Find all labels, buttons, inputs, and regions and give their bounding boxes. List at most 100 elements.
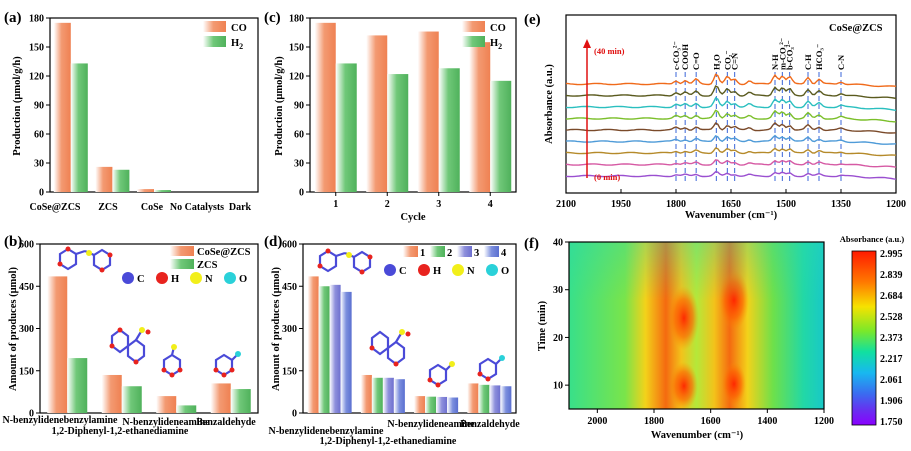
chart-e-title: CoSe@ZCS xyxy=(829,23,883,34)
chart-a-yaxis: 0 30 60 90 120 150 180 xyxy=(29,14,50,199)
molecule-d-1-icon xyxy=(317,248,373,275)
peak-label: m-CO₃²⁻ xyxy=(777,38,787,70)
bar-CoSeZCS-1 xyxy=(101,374,122,413)
ytick-label: 30 xyxy=(553,285,563,296)
xtick-label: Benzaldehyde xyxy=(196,417,256,428)
ytick-label: 30 xyxy=(34,159,44,170)
bar-4-2 xyxy=(447,397,459,413)
molecule-d-3-icon xyxy=(427,361,455,388)
chart-a-legend: CO H2 xyxy=(203,21,247,51)
bar-CoSeZCS-2 xyxy=(156,396,177,413)
chart-e-peak-lines xyxy=(675,72,842,182)
legend-d-label-2: 2 xyxy=(447,248,452,259)
bar-2-3 xyxy=(478,384,490,413)
panel-label-a: (a) xyxy=(4,10,22,26)
ytick-label: 600 xyxy=(282,240,297,251)
atom-N-icon xyxy=(452,264,464,276)
spectrum-line-4 xyxy=(565,121,897,134)
atom-O-label: O xyxy=(501,266,509,277)
bar-4-1 xyxy=(393,379,405,413)
chart-f-xticks: 2000 1800 1600 1400 1200 xyxy=(587,409,834,427)
bar-3-3 xyxy=(489,385,501,413)
xtick-label: CoSe xyxy=(141,202,164,213)
chart-b-legend: CoSe@ZCS ZCS xyxy=(170,246,251,271)
bar-CO-0 xyxy=(314,22,336,193)
spectrum-line-3 xyxy=(565,134,897,145)
xtick-label: N-benzylidenebenzylamine xyxy=(3,415,119,426)
peak-label: C-H xyxy=(803,54,813,70)
ytick-label: 120 xyxy=(29,72,44,83)
molecule-b-2-icon xyxy=(109,327,151,365)
xtick-label: 3 xyxy=(436,199,441,210)
xtick-label: 1200 xyxy=(886,199,906,210)
panel-label-f: (f) xyxy=(524,236,539,252)
colorbar-tick-label: 2.061 xyxy=(880,375,903,386)
legend-c-co: CO xyxy=(490,23,506,34)
ytick-label: 60 xyxy=(34,130,44,141)
ytick-label: 40 xyxy=(553,238,563,249)
ytick-label: 150 xyxy=(29,43,44,54)
ytick-label: 20 xyxy=(553,333,563,344)
chart-e-spectra xyxy=(565,73,897,180)
molecule-b-3-icon xyxy=(161,344,183,378)
atom-H-label: H xyxy=(433,266,441,277)
heatmap-f-fade xyxy=(569,242,824,409)
ytick-label: 90 xyxy=(34,101,44,112)
chart-d-ylabel: Amount of produces (μmol) xyxy=(271,267,282,391)
ytick-label: 150 xyxy=(282,366,297,377)
peak-label: CO₂⁻ xyxy=(722,50,732,70)
molecule-b-1-icon xyxy=(57,246,113,273)
chart-e: 2100 1950 1800 1650 1500 1350 1200 c-CO₃²⁻ COOH… xyxy=(544,14,906,221)
legend-b-swatch-2 xyxy=(170,259,194,269)
atom-C-icon xyxy=(122,272,134,284)
bar-4-3 xyxy=(500,386,512,413)
ytick-label: 300 xyxy=(19,324,34,335)
panel-label-e: (e) xyxy=(524,12,541,28)
atom-H-label: H xyxy=(171,274,179,285)
xtick-label: 1650 xyxy=(721,199,741,210)
legend-a-swatch-h2 xyxy=(203,36,226,47)
xtick-label: N-benzylideneamine xyxy=(387,419,475,430)
bar-H2-2 xyxy=(154,190,171,192)
chart-e-ylabel: Absorbance (a.u.) xyxy=(544,64,555,144)
xtick-label: 1950 xyxy=(611,199,631,210)
peak-label: b-CO₃²⁻ xyxy=(785,40,795,70)
ytick-label: 120 xyxy=(289,72,304,83)
spectrum-line-0 xyxy=(565,170,897,180)
ytick-label: 600 xyxy=(19,240,34,251)
legend-b-coseZcs: CoSe@ZCS xyxy=(197,247,251,258)
xtick-label: N-benzylidenebenzylamine xyxy=(269,426,385,437)
legend-b-swatch-1 xyxy=(170,246,194,256)
ytick-label: 0 xyxy=(292,409,297,420)
legend-a-h2-base: H xyxy=(231,38,239,49)
colorbar-tick-label: 2.839 xyxy=(880,270,903,281)
chart-a-xticks: CoSe@ZCS ZCS CoSe No Catalysts Dark xyxy=(30,202,252,213)
legend-c-h2-base: H xyxy=(490,38,498,49)
bar-H2-2 xyxy=(438,68,460,192)
molecule-b-4-icon xyxy=(213,351,241,378)
bar-CoSeZCS-0 xyxy=(47,276,68,413)
panel-label-d: (d) xyxy=(264,234,282,250)
legend-d-swatch-3 xyxy=(457,246,472,257)
chart-f-ylabel: Time (min) xyxy=(537,300,548,351)
chart-c-bars xyxy=(314,22,512,193)
peak-label: C=O xyxy=(691,52,701,70)
chart-a: 0 30 60 90 120 150 180 CoSe@ZCS ZCS CoSe No Catal… xyxy=(12,14,259,213)
ytick-label: 90 xyxy=(294,101,304,112)
xtick-label: 1 xyxy=(333,199,338,210)
legend-c-swatch-h2 xyxy=(462,36,485,47)
xtick-label: 1800 xyxy=(644,416,664,427)
bar-3-0 xyxy=(329,284,341,413)
molecule-d-2-icon xyxy=(369,329,411,367)
xtick-label: 1,2-Diphenyl-1,2-ethanediamine xyxy=(52,426,189,437)
chart-e-peak-labels: c-CO₃²⁻ COOH C=O H₂O CO₂⁻C=N N-Hm-CO₃²⁻b-CO₃²… xyxy=(671,38,846,70)
ytick-label: 180 xyxy=(29,14,44,25)
bar-3-2 xyxy=(436,396,448,413)
bar-CO-3 xyxy=(469,42,491,192)
ytick-label: 0 xyxy=(39,188,44,199)
chart-f-yticks: 10 20 30 40 xyxy=(553,238,569,392)
colorbar-ticks: 2.995 2.839 2.684 2.528 2.373 2.217 2.061 1.906… xyxy=(880,249,903,428)
atom-C-label: C xyxy=(399,266,407,277)
colorbar-tick-label: 2.684 xyxy=(880,291,903,302)
